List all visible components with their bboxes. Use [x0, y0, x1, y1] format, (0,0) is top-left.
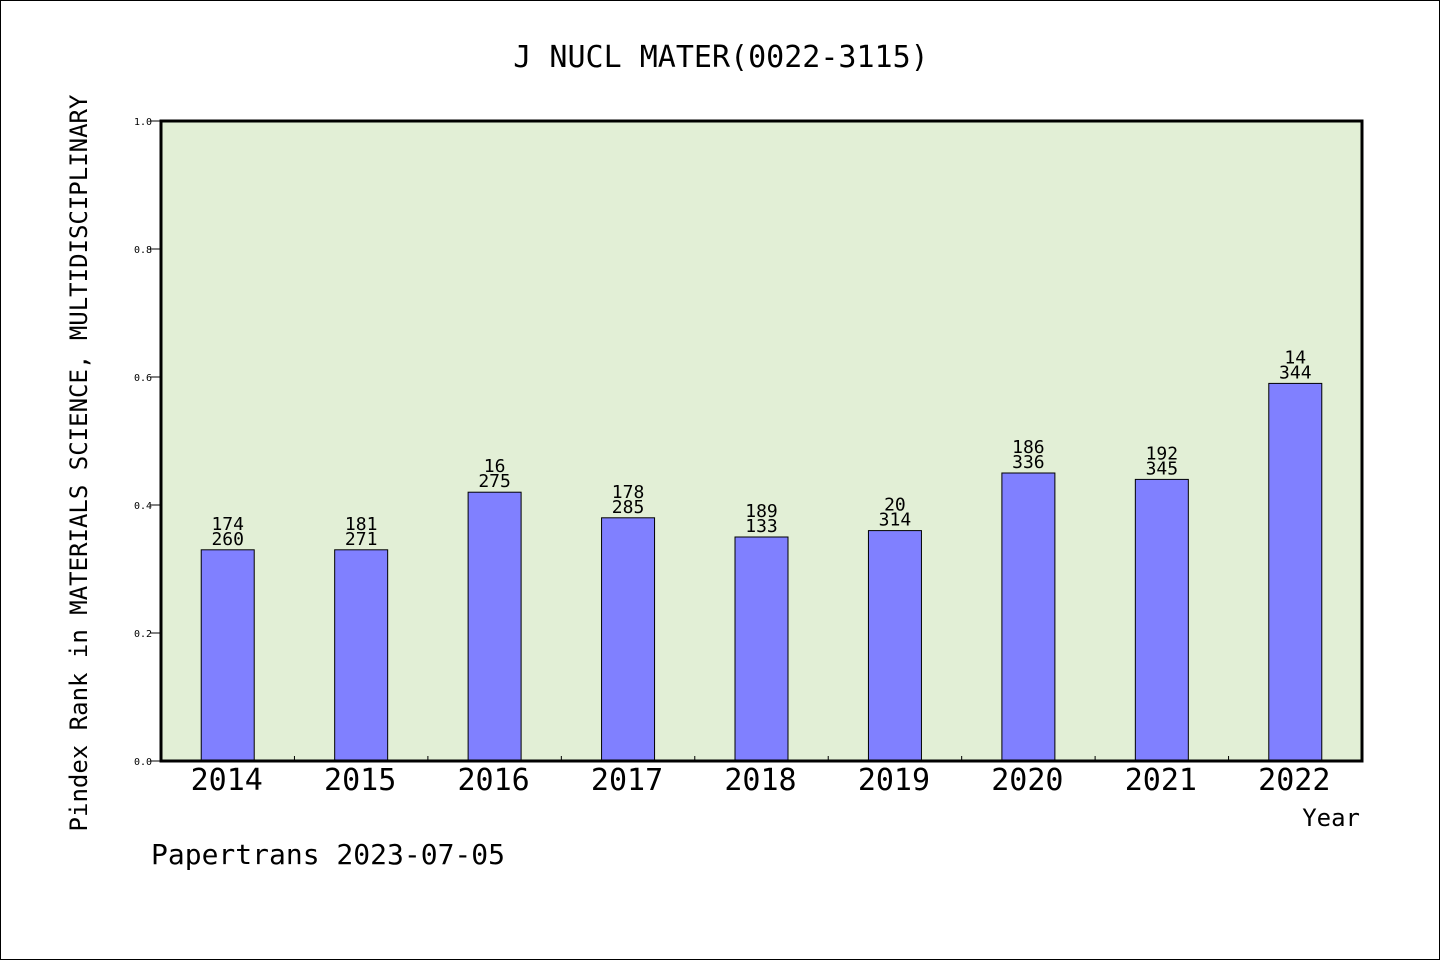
bar-label-bottom: 260: [211, 529, 244, 550]
footer-text: Papertrans 2023-07-05: [151, 838, 505, 871]
bar-label-top: 189: [745, 501, 778, 522]
bar: [867, 530, 922, 762]
x-tick-label: 2017: [591, 763, 663, 798]
bar-label-top: 14: [1284, 347, 1306, 368]
bar-label-bottom: 336: [1012, 452, 1045, 473]
x-axis-label: Year: [1302, 804, 1360, 832]
x-tick-label: 2021: [1125, 763, 1197, 798]
bar-label-bottom: 275: [478, 471, 511, 492]
bar-label-top: 20: [884, 495, 906, 516]
bar: [467, 491, 522, 762]
x-tick-label: 2022: [1258, 763, 1330, 798]
bar-label-top: 181: [345, 514, 378, 535]
bar: [1268, 382, 1323, 762]
plot-border: [159, 119, 1364, 763]
bar-label-top: 16: [484, 456, 506, 477]
y-tick-label: 0.6: [134, 373, 152, 384]
x-tick-label: 2014: [191, 763, 263, 798]
bar-label-bottom: 285: [612, 497, 645, 518]
bar-label-bottom: 314: [879, 510, 912, 531]
bar-label-top: 192: [1146, 443, 1179, 464]
bar-label-top: 178: [612, 482, 645, 503]
bar: [734, 536, 789, 762]
bar-label-bottom: 345: [1146, 458, 1179, 479]
bar: [200, 549, 255, 762]
bar: [1001, 472, 1056, 762]
bar-label-top: 174: [211, 514, 244, 535]
x-tick-label: 2019: [858, 763, 930, 798]
y-axis-ticks: 0.0 0.2 0.4 0.6 0.8 1.0: [134, 117, 161, 768]
x-tick-label: 2015: [324, 763, 396, 798]
bar-label-bottom: 271: [345, 529, 378, 550]
x-tick-label: 2020: [991, 763, 1063, 798]
bar-label-top: 186: [1012, 437, 1045, 458]
y-axis-label: Pindex Rank in MATERIALS SCIENCE, MULTID…: [65, 94, 93, 831]
x-tick-label: 2018: [724, 763, 796, 798]
y-tick-label: 0.2: [134, 629, 152, 640]
bar: [1134, 478, 1189, 762]
y-tick-label: 0.4: [134, 501, 152, 512]
y-tick-label: 1.0: [134, 117, 152, 128]
chart-title: J NUCL MATER(0022-3115): [513, 40, 928, 75]
bar-label-bottom: 344: [1279, 362, 1312, 383]
x-tick-label: 2016: [457, 763, 529, 798]
bar: [601, 517, 656, 762]
bar: [334, 549, 389, 762]
y-tick-label: 0.8: [134, 245, 152, 256]
x-axis-ticks: 2014 2015 2016 2017 2018 2019 2020 2021 2022: [191, 756, 1330, 798]
bar-label-bottom: 133: [745, 516, 778, 537]
y-tick-label: 0.0: [134, 757, 152, 768]
